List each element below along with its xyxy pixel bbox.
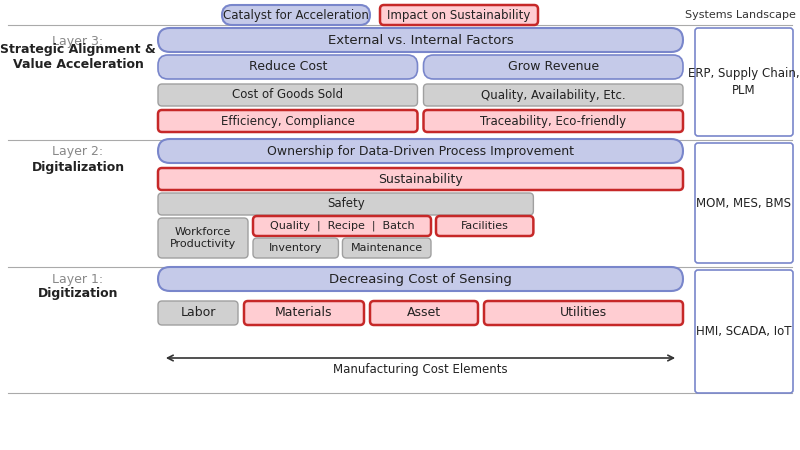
FancyBboxPatch shape <box>158 301 238 325</box>
Text: External vs. Internal Factors: External vs. Internal Factors <box>328 33 514 46</box>
FancyBboxPatch shape <box>158 218 248 258</box>
FancyBboxPatch shape <box>158 55 418 79</box>
Text: Inventory: Inventory <box>269 243 322 253</box>
Text: Layer 1:: Layer 1: <box>53 274 103 287</box>
FancyBboxPatch shape <box>423 55 683 79</box>
Text: Systems Landscape: Systems Landscape <box>685 10 795 20</box>
FancyBboxPatch shape <box>158 139 683 163</box>
FancyBboxPatch shape <box>370 301 478 325</box>
Text: Workforce
Productivity: Workforce Productivity <box>170 227 236 249</box>
Text: Strategic Alignment &
Value Acceleration: Strategic Alignment & Value Acceleration <box>0 42 156 72</box>
FancyBboxPatch shape <box>436 216 534 236</box>
Text: Digitalization: Digitalization <box>31 161 125 174</box>
FancyBboxPatch shape <box>222 5 370 25</box>
Text: Ownership for Data-Driven Process Improvement: Ownership for Data-Driven Process Improv… <box>267 144 574 158</box>
FancyBboxPatch shape <box>695 143 793 263</box>
FancyBboxPatch shape <box>253 216 431 236</box>
FancyBboxPatch shape <box>695 28 793 136</box>
Text: ERP, Supply Chain,
PLM: ERP, Supply Chain, PLM <box>688 68 800 96</box>
FancyBboxPatch shape <box>342 238 431 258</box>
FancyBboxPatch shape <box>158 28 683 52</box>
Text: Materials: Materials <box>275 306 333 320</box>
Text: Facilities: Facilities <box>461 221 509 231</box>
Text: Quality  |  Recipe  |  Batch: Quality | Recipe | Batch <box>270 221 414 231</box>
Text: Layer 3:: Layer 3: <box>53 36 103 49</box>
FancyBboxPatch shape <box>423 84 683 106</box>
Text: Sustainability: Sustainability <box>378 172 463 185</box>
Text: Decreasing Cost of Sensing: Decreasing Cost of Sensing <box>329 273 512 285</box>
FancyBboxPatch shape <box>158 110 418 132</box>
Text: Grow Revenue: Grow Revenue <box>508 60 599 73</box>
FancyBboxPatch shape <box>423 110 683 132</box>
Text: Cost of Goods Sold: Cost of Goods Sold <box>232 89 343 102</box>
FancyBboxPatch shape <box>158 168 683 190</box>
FancyBboxPatch shape <box>244 301 364 325</box>
FancyBboxPatch shape <box>158 267 683 291</box>
FancyBboxPatch shape <box>253 238 338 258</box>
FancyBboxPatch shape <box>484 301 683 325</box>
Text: Safety: Safety <box>327 198 365 211</box>
FancyBboxPatch shape <box>695 270 793 393</box>
Text: MOM, MES, BMS: MOM, MES, BMS <box>697 197 791 210</box>
FancyBboxPatch shape <box>158 193 534 215</box>
Text: Reduce Cost: Reduce Cost <box>249 60 327 73</box>
Text: HMI, SCADA, IoT: HMI, SCADA, IoT <box>696 325 792 338</box>
Text: Catalyst for Acceleration: Catalyst for Acceleration <box>223 9 369 22</box>
Text: Layer 2:: Layer 2: <box>53 145 103 158</box>
Text: Maintenance: Maintenance <box>350 243 422 253</box>
Text: Impact on Sustainability: Impact on Sustainability <box>387 9 530 22</box>
Text: Efficiency, Compliance: Efficiency, Compliance <box>221 114 354 127</box>
FancyBboxPatch shape <box>380 5 538 25</box>
Text: Labor: Labor <box>180 306 216 320</box>
Text: Quality, Availability, Etc.: Quality, Availability, Etc. <box>481 89 626 102</box>
Text: Utilities: Utilities <box>560 306 607 320</box>
Text: Digitization: Digitization <box>38 288 118 301</box>
Text: Manufacturing Cost Elements: Manufacturing Cost Elements <box>333 364 508 377</box>
Text: Traceability, Eco-friendly: Traceability, Eco-friendly <box>480 114 626 127</box>
Text: Asset: Asset <box>407 306 441 320</box>
FancyBboxPatch shape <box>158 84 418 106</box>
